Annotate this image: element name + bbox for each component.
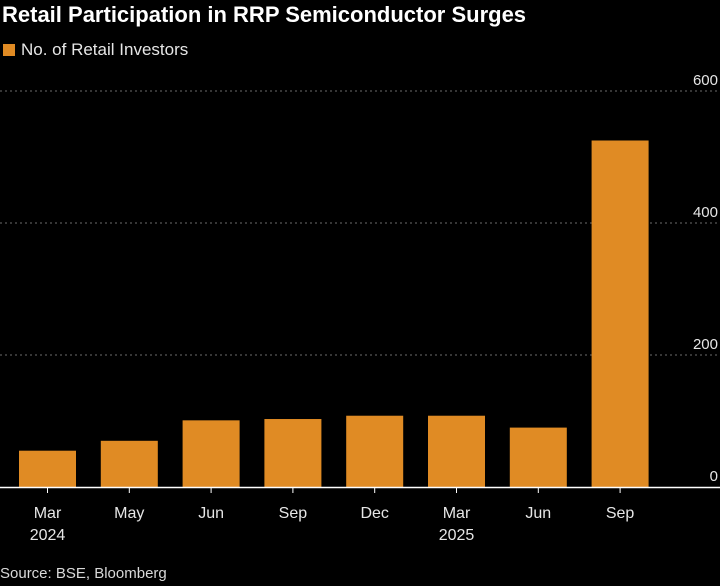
bar bbox=[428, 415, 485, 487]
x-tick-label: Mar bbox=[443, 505, 471, 522]
chart-title: Retail Participation in RRP Semiconducto… bbox=[2, 2, 527, 27]
bar bbox=[19, 450, 76, 487]
bar bbox=[182, 420, 240, 487]
y-tick-label: 400 bbox=[693, 204, 718, 221]
bar bbox=[346, 415, 404, 487]
source-note: Source: BSE, Bloomberg bbox=[0, 565, 167, 582]
bar bbox=[591, 140, 649, 487]
y-tick-label: 200 bbox=[693, 336, 718, 353]
x-year-label: 2024 bbox=[30, 527, 66, 544]
y-tick-label: 0 bbox=[710, 468, 718, 485]
bar bbox=[100, 440, 158, 487]
legend-swatch bbox=[3, 44, 15, 56]
x-tick-label: Sep bbox=[279, 505, 308, 522]
x-tick-label: Dec bbox=[360, 505, 388, 522]
bar bbox=[264, 419, 322, 487]
legend-label: No. of Retail Investors bbox=[21, 40, 189, 59]
x-tick-label: Jun bbox=[198, 505, 224, 522]
legend: No. of Retail Investors bbox=[3, 40, 188, 60]
bar bbox=[509, 427, 567, 487]
x-tick-label: Mar bbox=[34, 505, 62, 522]
x-tick-label: May bbox=[114, 505, 144, 522]
x-year-label: 2025 bbox=[439, 527, 475, 544]
y-tick-label: 600 bbox=[693, 72, 718, 89]
x-tick-label: Jun bbox=[525, 505, 551, 522]
x-tick-label: Sep bbox=[606, 505, 635, 522]
